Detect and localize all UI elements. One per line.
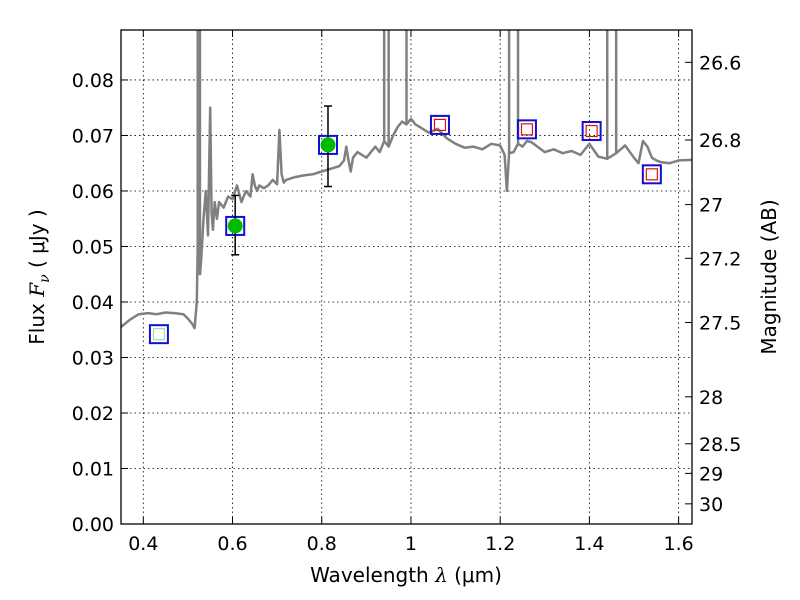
x-axis-title: Wavelength λ (μm)	[310, 563, 502, 587]
y-axis-title-unit: ( μJy )	[25, 209, 49, 274]
y-axis-title-subscript: ν	[37, 274, 53, 283]
y-axis-title-symbol: F	[25, 282, 49, 298]
limit-square-marker	[433, 118, 447, 132]
y-tick-label: 0.02	[72, 403, 114, 425]
x-tick-label: 0.4	[128, 533, 158, 555]
x-tick-label: 1.4	[574, 533, 604, 555]
y-tick-label: 0.08	[72, 70, 114, 92]
band-flux-square	[429, 114, 450, 135]
y2-axis-title: Magnitude (AB)	[757, 199, 781, 354]
x-tick-label: 1	[405, 533, 417, 555]
y2-tick-label: 27.2	[699, 248, 741, 270]
x-tick-label: 1.6	[664, 533, 694, 555]
y-tick-label: 0.04	[72, 292, 114, 314]
x-tick-label: 1.2	[485, 533, 515, 555]
photometry-point	[320, 137, 336, 153]
plot-content	[121, 30, 692, 345]
y-axis-title-prefix: Flux	[25, 297, 49, 345]
y-tick-label: 0.00	[72, 514, 114, 536]
y2-tick-label: 27	[699, 195, 723, 217]
limit-square-marker	[520, 123, 534, 136]
limit-square-marker	[585, 124, 598, 138]
band-flux-square	[516, 119, 537, 140]
y2-tick-label: 27.5	[699, 312, 741, 334]
y-tick-label: 0.01	[72, 458, 114, 480]
band-flux-square	[581, 121, 602, 142]
limit-square-marker	[152, 328, 166, 341]
ticks: 0.4 0.6 0.8 1 1.2 1.4 1.6 0.00 0.01 0.02 0.03 0.04 0…	[72, 30, 741, 555]
y2-tick-label: 29	[699, 463, 723, 485]
y2-tick-label: 30	[699, 494, 723, 516]
x-axis-title-symbol: λ	[434, 563, 448, 587]
y-tick-label: 0.06	[72, 181, 114, 203]
band-flux-square	[641, 164, 662, 185]
y2-tick-label: 28	[699, 387, 723, 409]
spectrum-line	[121, 106, 692, 330]
y-axis-title: Flux Fν ( μJy )	[25, 209, 53, 344]
limit-square-marker	[645, 168, 658, 181]
x-axis-title-prefix: Wavelength	[310, 563, 435, 587]
y2-tick-label: 26.6	[699, 52, 741, 74]
x-tick-label: 0.6	[217, 533, 247, 555]
y-tick-label: 0.05	[72, 236, 114, 258]
plot-frame	[120, 29, 693, 525]
photometry-point	[227, 218, 243, 234]
band-flux-square	[148, 324, 169, 345]
x-axis-title-unit: (μm)	[448, 563, 502, 587]
y-tick-label: 0.07	[72, 125, 114, 147]
y-tick-label: 0.03	[72, 347, 114, 369]
x-tick-label: 0.8	[307, 533, 337, 555]
y2-tick-label: 28.5	[699, 434, 741, 456]
y2-tick-label: 26.8	[699, 130, 741, 152]
